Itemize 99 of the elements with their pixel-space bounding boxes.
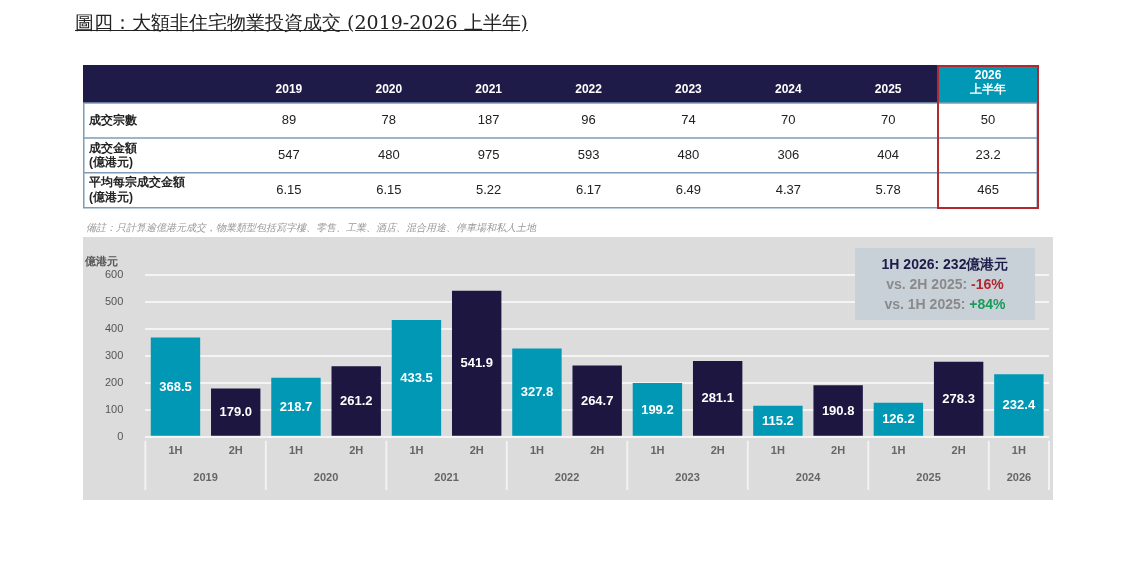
text: 2022 xyxy=(554,471,580,484)
data-label: 74 xyxy=(681,112,696,128)
y-tick-label: 600 xyxy=(104,268,124,281)
x-tick-label: 2025 xyxy=(874,82,902,97)
x-tick-label: 2026 上半年 xyxy=(969,67,1007,97)
bar xyxy=(211,388,261,436)
data-label: 306 xyxy=(777,146,800,162)
data-label: 6.15 xyxy=(376,181,402,197)
bar xyxy=(572,365,622,436)
data-label: 404 xyxy=(877,146,900,162)
data-label: 232.4 xyxy=(1002,397,1036,413)
data-label: 96 xyxy=(581,112,596,128)
data-label: 187 xyxy=(477,112,500,128)
bar xyxy=(933,361,984,436)
bar xyxy=(813,385,863,436)
x-tick-label: 2020 xyxy=(375,82,403,97)
x-tick-label: 2H xyxy=(228,444,243,457)
x-tick-label: 2H xyxy=(349,444,364,457)
text: 2020 xyxy=(313,471,339,484)
data-label: 547 xyxy=(278,146,300,162)
data-label: 5.22 xyxy=(476,181,502,197)
text: 2025 xyxy=(916,471,941,484)
data-label: 179.0 xyxy=(219,404,252,420)
annotation: vs. 2H 2025: -16% xyxy=(886,276,1004,292)
data-label: 465 xyxy=(977,181,999,197)
y-tick-label: 500 xyxy=(104,295,124,307)
y-tick-label: 400 xyxy=(104,321,124,334)
x-tick-label: 2H xyxy=(469,444,484,457)
data-label: 5.78 xyxy=(875,181,901,197)
bar xyxy=(512,348,562,436)
x-tick-label: 1H xyxy=(168,444,183,457)
text: 2024 xyxy=(795,471,822,484)
data-label: 78 xyxy=(381,112,397,128)
data-label: 50 xyxy=(980,112,996,128)
text: 2019 xyxy=(193,471,218,484)
data-label: 433.5 xyxy=(400,369,433,385)
x-tick-label: 2022 xyxy=(575,82,603,97)
chart-title: 圖四：大額非住宅物業投資成交 (2019-2026 上半年) xyxy=(75,10,529,35)
data-label: 480 xyxy=(377,146,400,162)
data-label: 278.3 xyxy=(942,390,975,406)
y-tick-label: 成交宗數 xyxy=(88,112,138,127)
x-tick-label: 2H xyxy=(590,444,605,457)
bar xyxy=(150,337,201,436)
x-tick-label: 1H xyxy=(770,444,785,457)
text: 2023 xyxy=(675,471,700,484)
x-tick-label: 1H xyxy=(409,444,424,457)
x-tick-label: 2024 xyxy=(774,82,802,97)
y-tick-label: 200 xyxy=(104,375,124,388)
callout-box: 1H 2026: 232億港元 vs. 2H 2025: -16% vs. 1H 2025: +84% xyxy=(855,248,1035,320)
data-label: 218.7 xyxy=(279,398,313,414)
annotation: vs. 1H 2025: +84% xyxy=(884,296,1006,312)
data-label: 126.2 xyxy=(882,411,915,427)
data-label: 480 xyxy=(677,146,700,162)
bar xyxy=(391,319,442,436)
bar xyxy=(632,383,683,436)
bar xyxy=(451,290,502,436)
data-label: 261.2 xyxy=(339,393,373,409)
data-label: 115.2 xyxy=(761,412,794,428)
data-label: 541.9 xyxy=(460,355,493,371)
x-tick-label: 1H xyxy=(891,444,906,457)
x-tick-label: 2H xyxy=(831,444,846,457)
text: 2026 xyxy=(1006,471,1032,484)
x-tick-label: 2H xyxy=(951,444,966,457)
data-label: 70 xyxy=(781,112,796,128)
bar xyxy=(692,361,743,436)
x-tick-label: 1H xyxy=(1011,444,1026,457)
bar xyxy=(994,374,1044,436)
data-label: 6.49 xyxy=(675,181,702,197)
data-label: 327.8 xyxy=(520,384,554,400)
text: 備註：只計算逾億港元成交，物業類型包括寫字樓、零售、工業、酒店、混合用途、停車場和私人土地 xyxy=(86,221,536,235)
y-axis-title: 億港元 xyxy=(84,255,118,268)
data-label: 368.5 xyxy=(159,378,192,394)
data-label: 190.8 xyxy=(821,402,855,418)
bar xyxy=(331,366,381,436)
y-tick-label: 平均每宗成交金額 (億港元) xyxy=(88,175,185,204)
data-label: 199.2 xyxy=(641,401,674,417)
text: 2021 xyxy=(434,471,459,484)
data-label: 70 xyxy=(880,112,896,128)
bar xyxy=(271,377,321,436)
data-label: 264.7 xyxy=(580,392,614,408)
y-tick-label: 0 xyxy=(117,429,124,442)
data-label: 593 xyxy=(577,146,600,162)
x-tick-label: 2023 xyxy=(675,82,703,97)
data-label: 89 xyxy=(281,112,297,128)
data-label: 281.1 xyxy=(701,390,734,406)
x-tick-label: 2019 xyxy=(275,82,303,97)
data-label: 4.37 xyxy=(775,181,801,197)
data-label: 6.17 xyxy=(575,181,602,197)
data-label: 6.15 xyxy=(276,181,302,197)
y-tick-label: 成交金額 (億港元) xyxy=(88,140,137,169)
x-tick-label: 1H xyxy=(529,444,545,457)
data-label: 23.2 xyxy=(975,146,1001,162)
x-tick-label: 1H xyxy=(650,444,665,457)
y-tick-label: 300 xyxy=(104,348,124,361)
x-tick-label: 2021 xyxy=(475,82,503,97)
x-tick-label: 2H xyxy=(710,444,725,457)
data-label: 975 xyxy=(477,146,500,162)
y-tick-label: 100 xyxy=(104,402,124,415)
x-tick-label: 1H xyxy=(288,444,304,457)
